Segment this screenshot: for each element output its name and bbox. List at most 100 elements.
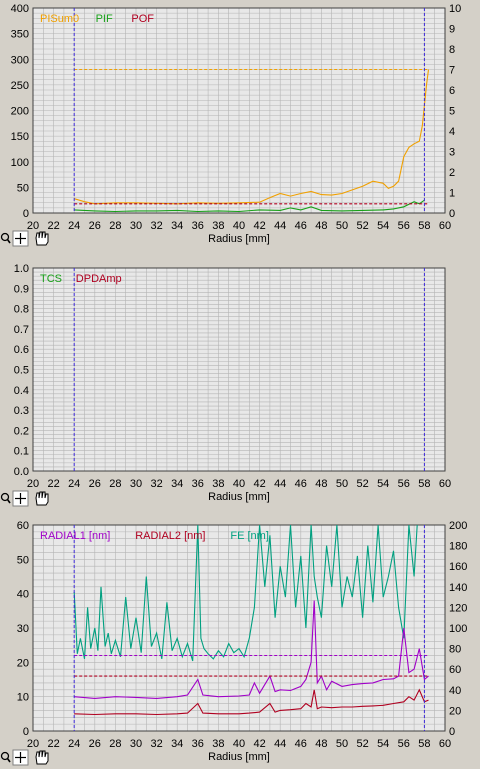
x-tick-label: 52 (356, 478, 368, 490)
chart-panel-3: 0102030405060020406080100120140160180200… (0, 520, 467, 766)
x-tick-label: 20 (27, 738, 39, 750)
y-tick-label: 0.4 (14, 385, 29, 397)
crosshair-icon[interactable] (12, 490, 29, 507)
x-tick-label: 60 (439, 220, 451, 232)
x-tick-label: 22 (47, 738, 59, 750)
plot-frame (32, 7, 446, 214)
y-tick-label: 0.3 (14, 405, 29, 417)
y-tick-label: 250 (11, 80, 29, 92)
y-tick-label: 20 (17, 657, 29, 669)
x-tick-label: 22 (47, 478, 59, 490)
legend-entry: DPDAmp (76, 273, 122, 285)
legend-entry: RADIAL2 [nm] (135, 530, 205, 542)
x-tick-label: 44 (274, 738, 286, 750)
x-tick-label: 54 (377, 478, 389, 490)
series-line-fe-nm- (73, 525, 418, 662)
x-tick-label: 20 (27, 220, 39, 232)
x-tick-label: 38 (212, 478, 224, 490)
x-tick-label: 42 (253, 738, 265, 750)
x-tick-label: 40 (233, 738, 245, 750)
y-tick-label: 0.7 (14, 324, 29, 336)
hand-pan-icon-shape (35, 750, 49, 765)
x-tick-label: 44 (274, 220, 286, 232)
x-tick-label: 48 (315, 220, 327, 232)
y2-tick-label: 140 (449, 582, 467, 594)
x-tick-label: 26 (89, 478, 101, 490)
y2-tick-label: 1 (449, 188, 455, 200)
x-tick-label: 34 (171, 738, 183, 750)
series-line-radial2-nm- (74, 688, 429, 716)
x-tick-label: 32 (150, 738, 162, 750)
y-tick-label: 0.0 (14, 466, 29, 478)
zoom-icon-lens (0, 751, 10, 761)
x-tick-label: 44 (274, 478, 286, 490)
y2-tick-label: 5 (449, 106, 455, 118)
y-tick-label: 0.2 (14, 425, 29, 437)
y2-tick-label: 80 (449, 644, 461, 656)
x-axis-label: Radius [mm] (208, 491, 270, 503)
hand-pan-icon[interactable] (35, 750, 49, 765)
y2-tick-label: 60 (449, 664, 461, 676)
y2-tick-label: 6 (449, 85, 455, 97)
zoom-icon[interactable] (0, 232, 11, 244)
x-tick-label: 22 (47, 220, 59, 232)
hand-pan-icon[interactable] (35, 491, 49, 506)
crosshair-icon[interactable] (12, 749, 29, 766)
y-tick-label: 350 (11, 29, 29, 41)
chart-toolbar (0, 490, 49, 507)
zoom-icon[interactable] (0, 492, 11, 504)
x-tick-label: 60 (439, 478, 451, 490)
x-tick-label: 26 (89, 738, 101, 750)
x-tick-label: 50 (336, 738, 348, 750)
y-tick-label: 0.6 (14, 344, 29, 356)
y-tick-label: 150 (11, 131, 29, 143)
zoom-icon-handle (6, 758, 11, 763)
hand-pan-icon-shape (35, 231, 49, 246)
x-tick-label: 58 (418, 738, 430, 750)
y2-tick-label: 9 (449, 24, 455, 36)
x-tick-label: 50 (336, 220, 348, 232)
y2-tick-label: 2 (449, 167, 455, 179)
y-tick-label: 40 (17, 589, 29, 601)
y2-tick-label: 160 (449, 561, 467, 573)
x-tick-label: 52 (356, 220, 368, 232)
legend-entry: TCS (40, 273, 62, 285)
x-tick-label: 32 (150, 478, 162, 490)
x-tick-label: 40 (233, 220, 245, 232)
x-tick-label: 56 (398, 738, 410, 750)
legend-entry: FE [nm] (230, 530, 269, 542)
x-tick-label: 46 (295, 478, 307, 490)
x-tick-label: 48 (315, 478, 327, 490)
series-group (73, 525, 429, 716)
x-tick-label: 50 (336, 478, 348, 490)
zoom-icon[interactable] (0, 751, 11, 763)
y2-tick-label: 10 (449, 3, 461, 15)
x-tick-label: 26 (89, 220, 101, 232)
y-tick-label: 30 (17, 623, 29, 635)
x-tick-label: 36 (192, 738, 204, 750)
crosshair-icon[interactable] (12, 230, 29, 247)
x-tick-label: 54 (377, 220, 389, 232)
x-tick-label: 60 (439, 738, 451, 750)
x-tick-label: 28 (109, 220, 121, 232)
zoom-icon-handle (6, 239, 11, 244)
x-tick-label: 32 (150, 220, 162, 232)
hand-pan-icon[interactable] (35, 231, 49, 246)
y-tick-label: 50 (17, 554, 29, 566)
plot-frame (32, 524, 446, 732)
x-tick-label: 34 (171, 478, 183, 490)
x-tick-label: 34 (171, 220, 183, 232)
series-line-pif (74, 199, 425, 213)
x-tick-label: 42 (253, 478, 265, 490)
x-tick-label: 24 (68, 478, 80, 490)
x-tick-label: 30 (130, 478, 142, 490)
x-tick-label: 58 (418, 220, 430, 232)
x-tick-label: 46 (295, 220, 307, 232)
x-tick-label: 38 (212, 220, 224, 232)
y2-tick-label: 180 (449, 541, 467, 553)
x-tick-label: 36 (192, 478, 204, 490)
y-tick-label: 60 (17, 520, 29, 532)
y-tick-label: 400 (11, 3, 29, 15)
x-tick-label: 30 (130, 220, 142, 232)
